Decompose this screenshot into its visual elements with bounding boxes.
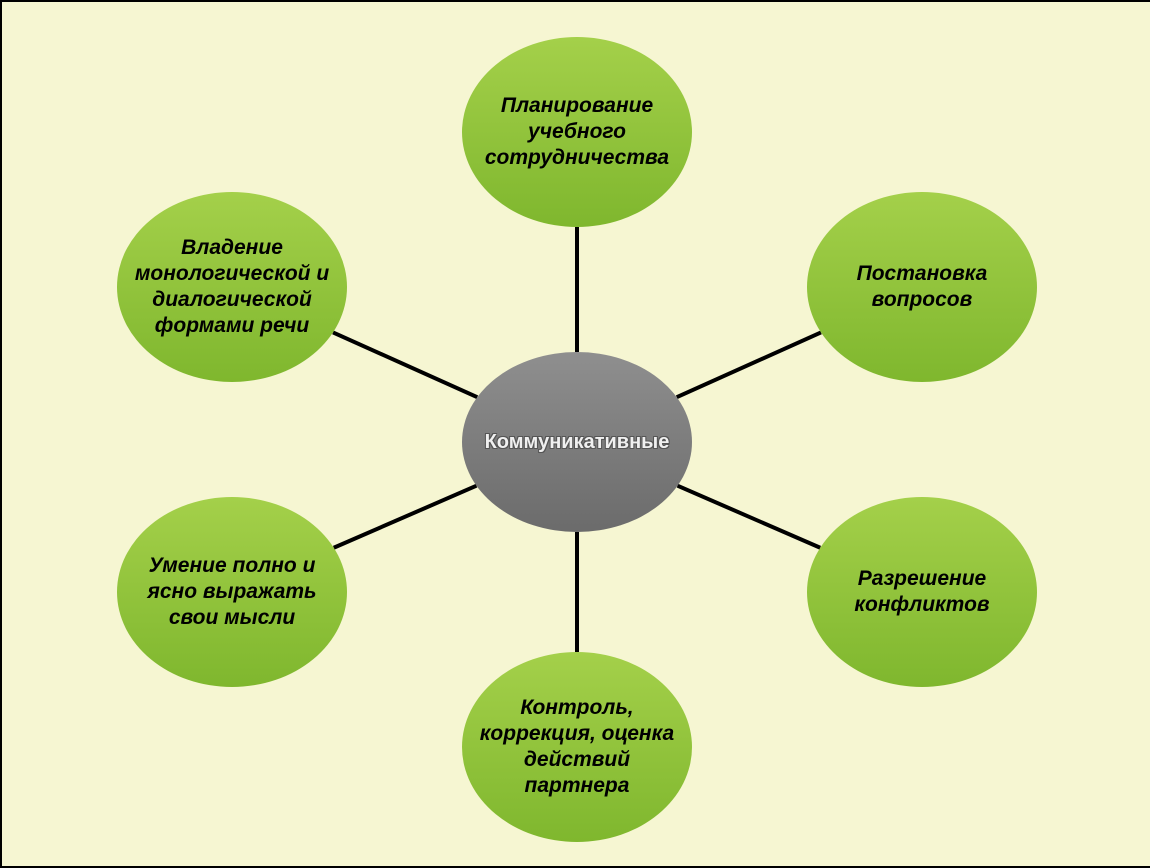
node-express: Умение полно и ясно выражать свои мысли: [117, 497, 347, 687]
connector-speech: [333, 332, 477, 397]
node-speech-label: Владение монологической и диалогической …: [117, 235, 347, 340]
node-speech: Владение монологической и диалогической …: [117, 192, 347, 382]
node-conflicts-label: Разрешение конфликтов: [807, 566, 1037, 619]
node-planning: Планирование учебного сотрудничества: [462, 37, 692, 227]
node-control: Контроль, коррекция, оценка действий пар…: [462, 652, 692, 842]
node-questions-label: Постановка вопросов: [807, 261, 1037, 314]
center-node-label: Коммуникативные: [475, 430, 680, 455]
connector-conflicts: [678, 486, 821, 548]
node-control-label: Контроль, коррекция, оценка действий пар…: [462, 695, 692, 800]
node-conflicts: Разрешение конфликтов: [807, 497, 1037, 687]
diagram-canvas: Планирование учебного сотрудничества Пост…: [0, 0, 1150, 868]
node-express-label: Умение полно и ясно выражать свои мысли: [117, 553, 347, 632]
node-questions: Постановка вопросов: [807, 192, 1037, 382]
connector-express: [334, 486, 477, 548]
center-node: Коммуникативные: [462, 352, 692, 532]
connector-questions: [677, 332, 821, 397]
node-planning-label: Планирование учебного сотрудничества: [462, 93, 692, 172]
